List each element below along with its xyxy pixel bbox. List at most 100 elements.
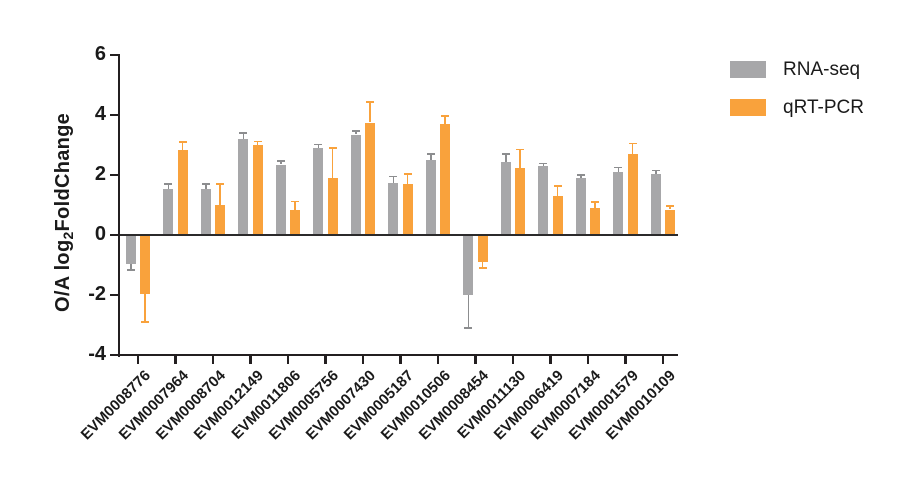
error-bar-cap [328, 147, 337, 149]
error-bar-cap [651, 169, 660, 172]
bar [125, 235, 136, 264]
error-bar [430, 154, 432, 160]
error-bar-cap [314, 143, 323, 146]
error-bar [144, 293, 146, 322]
error-bar [219, 184, 221, 205]
y-axis-tick [110, 233, 118, 237]
error-bar [481, 262, 484, 268]
error-bar [317, 144, 320, 148]
y-tick-label: 0 [94, 223, 106, 245]
bar [650, 173, 661, 235]
zero-line [120, 233, 678, 237]
error-bar-cap [253, 140, 262, 143]
error-bar [181, 142, 184, 150]
bar [440, 124, 451, 235]
error-bar [130, 263, 132, 271]
y-tick-label: 4 [94, 103, 106, 125]
bar [200, 188, 211, 235]
bar [252, 145, 263, 235]
bar [590, 208, 601, 235]
error-bar [519, 149, 521, 168]
y-axis-tick [110, 113, 118, 117]
bar [425, 160, 436, 235]
error-bar-cap [291, 200, 300, 203]
error-bar [631, 143, 634, 154]
x-axis-tick [624, 356, 627, 364]
error-bar [655, 170, 657, 174]
error-bar-cap [539, 162, 548, 165]
y-axis-tick [110, 353, 118, 357]
error-bar-cap [666, 205, 675, 207]
x-axis-line [117, 353, 678, 356]
bar [463, 235, 474, 295]
bar [290, 210, 301, 235]
x-axis-tick [399, 356, 402, 364]
legend-item-qrt-pcr: qRT-PCR [730, 97, 864, 118]
error-bar-cap [516, 148, 525, 151]
x-axis-tick [174, 356, 177, 364]
error-bar-cap [239, 132, 248, 134]
bar [163, 188, 174, 235]
error-bar-cap [126, 269, 135, 271]
y-tick-label: 6 [94, 43, 106, 65]
error-bar-cap [501, 153, 510, 155]
y-axis-tick [110, 173, 118, 177]
y-axis-tick [110, 293, 118, 297]
error-bar [205, 184, 207, 189]
bar [365, 122, 376, 235]
error-bar-cap [403, 173, 412, 175]
bar [215, 205, 226, 235]
error-bar-cap [628, 142, 637, 145]
error-bar [580, 175, 582, 178]
error-bar-cap [441, 115, 450, 117]
bar [665, 209, 676, 235]
bar [177, 149, 188, 235]
x-axis-tick [286, 356, 290, 364]
bar [313, 148, 324, 235]
error-bar-cap [591, 201, 600, 203]
error-bar-cap [141, 321, 150, 323]
x-axis-tick [511, 356, 515, 364]
x-axis-tick [586, 356, 590, 364]
error-bar [669, 205, 671, 210]
bar [575, 178, 586, 235]
error-bar-cap [351, 130, 360, 132]
bar [238, 139, 249, 235]
error-bar [505, 154, 507, 162]
bar [350, 134, 361, 235]
error-bar [294, 201, 296, 211]
bar [388, 182, 399, 235]
y-axis-line [117, 54, 121, 357]
x-axis-tick [249, 356, 252, 364]
error-bar [167, 184, 170, 189]
legend-label-rna-seq: RNA-seq [783, 59, 861, 80]
bar [140, 235, 151, 294]
bar [515, 167, 526, 235]
error-bar-cap [216, 183, 225, 185]
error-bar [369, 102, 371, 123]
legend-swatch-rna-seq [730, 61, 766, 78]
legend-item-rna-seq: RNA-seq [730, 59, 864, 80]
x-axis-tick [474, 356, 477, 364]
x-axis-tick [361, 356, 365, 364]
error-bar [406, 174, 409, 184]
bar [500, 161, 511, 235]
bar [552, 196, 563, 235]
error-bar-cap [426, 153, 435, 155]
error-bar-cap [614, 166, 623, 169]
error-bar-cap [366, 101, 375, 103]
error-bar-cap [178, 141, 187, 143]
x-axis-tick [436, 356, 440, 364]
legend: RNA-seq qRT-PCR [730, 59, 864, 118]
y-axis-tick [110, 53, 118, 57]
x-axis-tick [549, 356, 552, 364]
error-bar [444, 115, 446, 124]
error-bar-cap [276, 160, 285, 162]
x-axis-tick [211, 356, 215, 364]
legend-label-qrt-pcr: qRT-PCR [783, 97, 864, 118]
error-bar-cap [201, 183, 210, 185]
error-bar-cap [553, 185, 562, 187]
error-bar [617, 167, 620, 172]
